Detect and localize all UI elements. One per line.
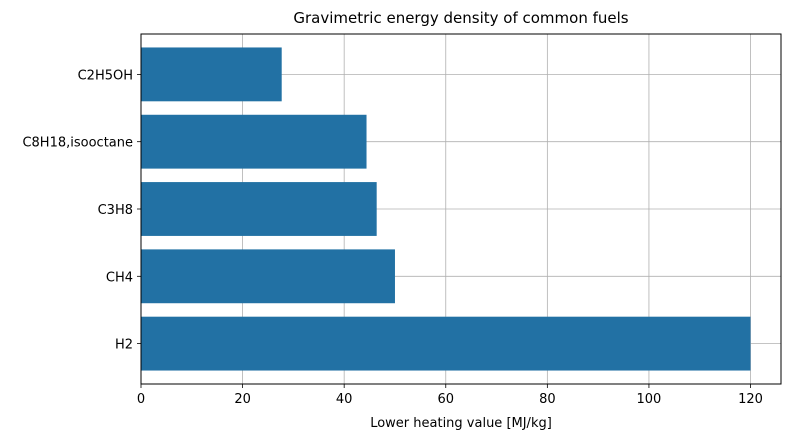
bar bbox=[141, 47, 282, 102]
bars bbox=[141, 47, 751, 371]
x-axis: 0 20 40 60 80 100 120 bbox=[137, 384, 763, 407]
x-tick-label: 80 bbox=[539, 392, 556, 407]
bar bbox=[141, 182, 377, 236]
y-tick-label: C2H5OH bbox=[78, 68, 133, 83]
x-tick-label: 60 bbox=[437, 392, 454, 407]
x-tick-label: 40 bbox=[336, 392, 353, 407]
x-tick-label: 120 bbox=[738, 392, 763, 407]
y-tick-label: C8H18,isooctane bbox=[22, 136, 133, 151]
chart-title: Gravimetric energy density of common fue… bbox=[293, 9, 628, 27]
x-axis-label: Lower heating value [MJ/kg] bbox=[370, 416, 552, 431]
x-tick-label: 100 bbox=[637, 392, 662, 407]
bar bbox=[141, 114, 367, 169]
y-axis: H2 CH4 C3H8 C8H18,isooctane C2H5OH bbox=[22, 68, 141, 353]
bar bbox=[141, 316, 751, 371]
y-tick-label: CH4 bbox=[106, 270, 133, 285]
y-tick-label: C3H8 bbox=[98, 203, 133, 218]
x-tick-label: 0 bbox=[137, 392, 145, 407]
x-tick-label: 20 bbox=[234, 392, 251, 407]
y-tick-label: H2 bbox=[115, 338, 133, 353]
bar bbox=[141, 249, 395, 304]
